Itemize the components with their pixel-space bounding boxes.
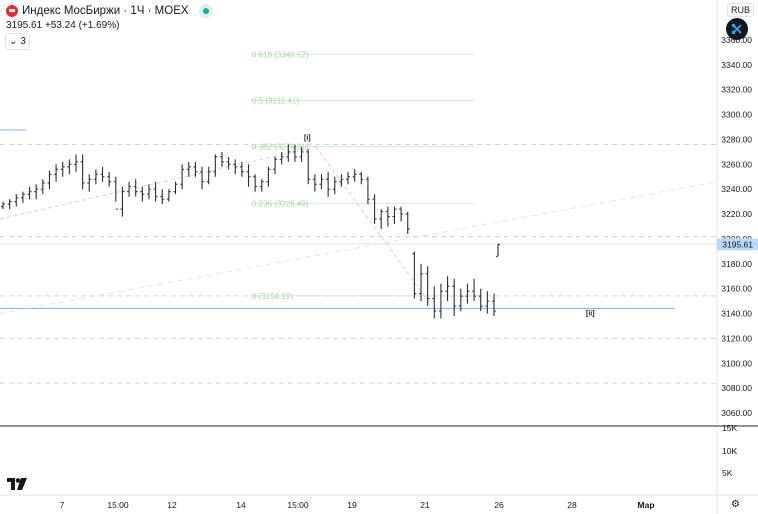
time-tick-label: 12 <box>167 500 177 510</box>
price-tick-label: 3160.00 <box>721 284 752 294</box>
gear-icon[interactable]: ⚙ <box>731 499 740 510</box>
fib-level-label: 0.5 (3311.41) <box>252 96 299 105</box>
trend-channel-line <box>0 181 718 315</box>
price-tick-label: 3220.00 <box>721 209 752 219</box>
time-tick-label: 15:00 <box>107 500 129 510</box>
fib-level-label: 0.382 (3274.31) <box>252 143 309 152</box>
volume-tick-label: 10K <box>722 446 737 456</box>
moex-logo-icon <box>6 5 18 17</box>
market-open-icon <box>198 4 213 18</box>
price-tick-label: 3060.00 <box>721 408 752 418</box>
price-tick-label: 3340.00 <box>721 60 752 70</box>
wave-line <box>0 146 317 220</box>
price-bars <box>1 144 500 319</box>
symbol-title[interactable]: Индекс МосБиржи · 1Ч · MOEX <box>22 5 189 17</box>
price-tick-label: 3360.00 <box>721 35 752 45</box>
fib-levels: 0.618 (3348.52) 0.5 (3311.41) 0.382 (3274.… <box>250 50 474 301</box>
last-price-label: 3195.61 <box>722 239 753 249</box>
time-tick-label: 21 <box>420 500 430 510</box>
wave-line <box>315 146 431 304</box>
price-tick-label: 3180.00 <box>721 259 752 269</box>
quote-line: 3195.61 +53.24 (+1.69%) <box>6 20 119 31</box>
fib-level-label: 0.618 (3348.52) <box>252 50 309 59</box>
trend-lines <box>0 129 718 384</box>
time-tick-label: 26 <box>494 500 504 510</box>
time-tick-label: Мар <box>637 500 654 510</box>
wave-labels: [i] [ii] <box>304 135 595 318</box>
last-price-tag <box>717 238 758 251</box>
time-axis[interactable]: 7 15:00 12 14 15:00 19 21 26 28 Мар <box>0 494 758 510</box>
fib-level-label: 0 (3154.19) <box>252 292 293 301</box>
volume-tick-label: 15K <box>722 423 737 433</box>
fib-level-label: 0.236 (3228.49) <box>252 200 309 209</box>
price-tick-label: 3320.00 <box>721 85 752 95</box>
chart-header: Индекс МосБиржи · 1Ч · MOEX <box>6 4 213 18</box>
currency-button[interactable]: RUB <box>726 3 754 17</box>
quote-change: +53.24 (+1.69%) <box>44 20 120 31</box>
price-tick-label: 3240.00 <box>721 184 752 194</box>
time-tick-label: 14 <box>236 500 246 510</box>
quote-value: 3195.61 <box>6 20 43 31</box>
chevron-down-icon: ⌄ <box>9 36 18 47</box>
price-tick-label: 3100.00 <box>721 358 752 368</box>
price-tick-label: 3280.00 <box>721 134 752 144</box>
time-tick-label: 19 <box>347 500 357 510</box>
wave-label-ii: [ii] <box>586 311 595 318</box>
price-tick-label: 3080.00 <box>721 383 752 393</box>
price-tick-label: 3300.00 <box>721 110 752 120</box>
wave-label-i: [i] <box>304 135 311 142</box>
time-tick-label: 28 <box>567 500 577 510</box>
time-tick-label: 15:00 <box>287 500 309 510</box>
price-tick-label: 3140.00 <box>721 309 752 319</box>
price-tick-label: 3260.00 <box>721 159 752 169</box>
tradingview-logo-icon[interactable] <box>7 477 29 493</box>
time-tick-label: 7 <box>60 500 65 510</box>
indicators-count: 3 <box>20 36 26 47</box>
price-tick-label: 3120.00 <box>721 333 752 343</box>
scissors-icon[interactable] <box>726 18 748 40</box>
volume-tick-label: 5K <box>722 468 733 478</box>
indicators-toggle-button[interactable]: ⌄ 3 <box>5 33 30 50</box>
volume-axis: 15K 10K 5K <box>722 423 737 478</box>
